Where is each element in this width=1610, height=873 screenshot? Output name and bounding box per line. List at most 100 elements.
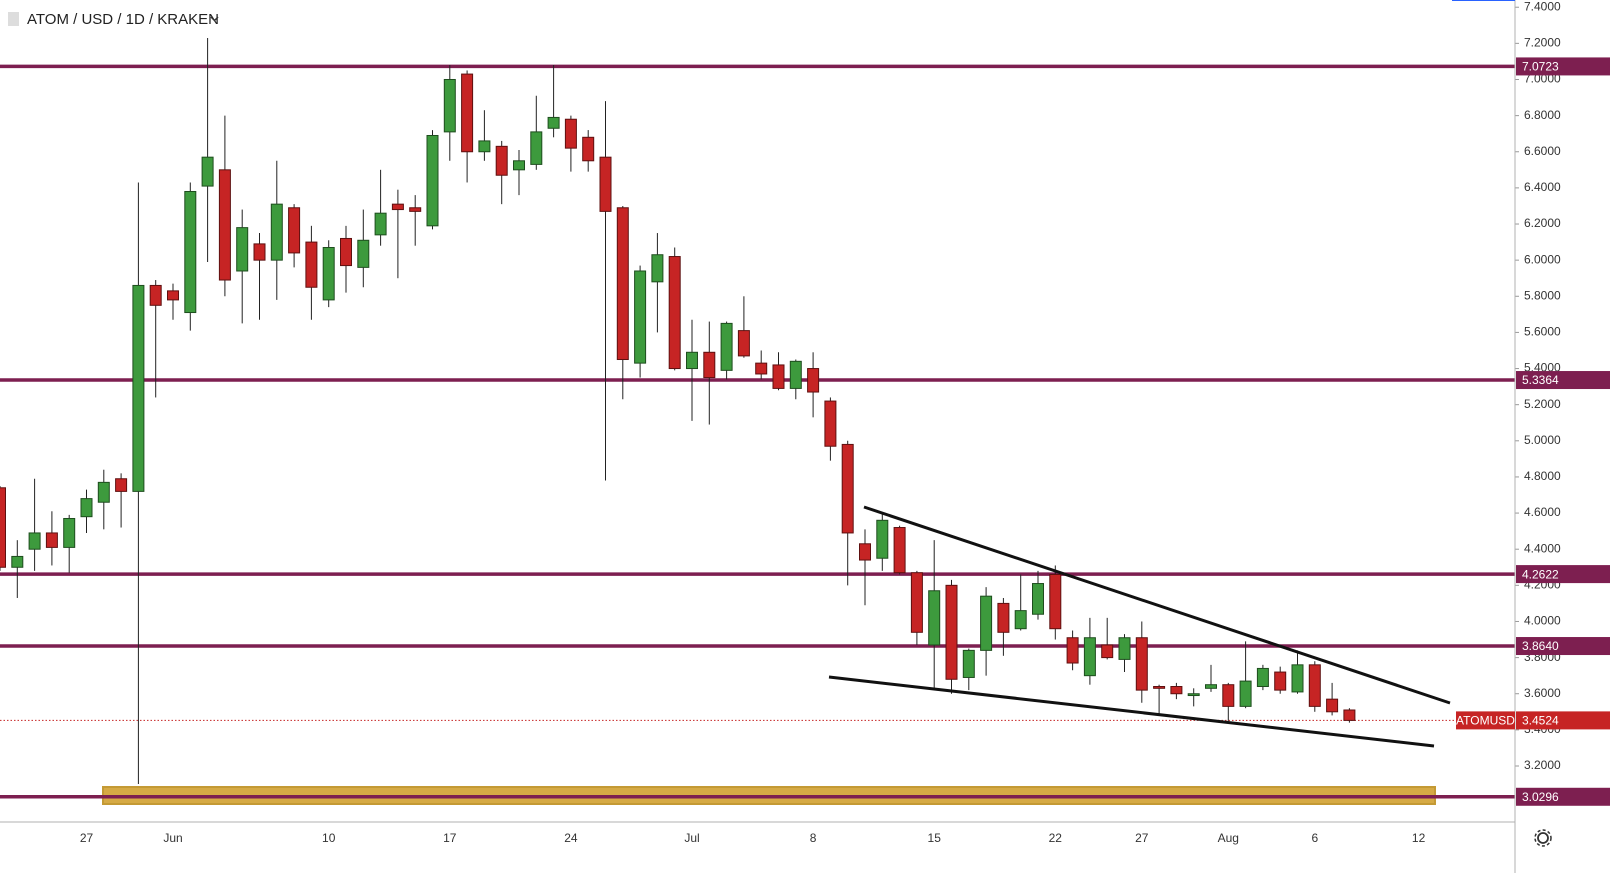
candle-body	[841, 443, 854, 534]
x-tick-label: 15	[928, 831, 942, 845]
candle-body	[1170, 686, 1183, 695]
candle-body	[1222, 684, 1235, 707]
candle-body	[997, 602, 1010, 633]
x-tick-label: Aug	[1218, 831, 1239, 845]
level-tag	[1516, 787, 1610, 806]
level-label: 4.2622	[1522, 567, 1559, 581]
candle-body	[63, 517, 76, 548]
candle-body	[1291, 664, 1304, 693]
candle-body	[1274, 671, 1287, 691]
candle-body	[1187, 693, 1200, 697]
x-tick-label: 22	[1049, 831, 1063, 845]
candle-body	[1256, 667, 1269, 688]
candle-body	[582, 136, 595, 162]
x-tick-label: 27	[80, 831, 94, 845]
candle-body	[495, 145, 508, 176]
candle-body	[1032, 583, 1044, 615]
candle-body	[340, 237, 352, 267]
level-label: 3.8640	[1522, 639, 1559, 653]
candle-body	[1308, 664, 1321, 707]
candle-body	[1153, 686, 1166, 689]
candle-body	[97, 481, 110, 503]
candles	[0, 37, 1356, 785]
candle-body	[859, 543, 871, 561]
y-tick-label: 5.2000	[1524, 397, 1561, 411]
level-label: 5.3364	[1522, 373, 1559, 387]
candle-body	[443, 78, 456, 133]
level-label: 3.0296	[1522, 790, 1559, 804]
y-tick-label: 4.0000	[1524, 614, 1561, 628]
candle-body	[772, 364, 785, 389]
trendline-upper	[863, 505, 1451, 705]
candle-body	[1118, 637, 1131, 660]
candle-body	[1326, 698, 1339, 713]
candle-body	[1343, 709, 1356, 721]
candle-body	[686, 351, 698, 370]
candle-body	[789, 360, 802, 389]
candle-body	[910, 572, 923, 633]
candle-body	[755, 362, 768, 375]
y-tick-label: 6.0000	[1524, 252, 1561, 266]
y-tick-label: 6.4000	[1524, 180, 1561, 194]
x-tick-label: 10	[322, 831, 336, 845]
candle-body	[80, 498, 93, 518]
axis-labels: 3.20003.40003.60003.80004.00004.20004.40…	[80, 0, 1610, 845]
y-tick-label: 7.4000	[1524, 0, 1561, 13]
candle-body	[201, 156, 214, 187]
y-tick-label: 6.8000	[1524, 108, 1561, 122]
candle-body	[737, 330, 750, 357]
candle-body	[236, 227, 249, 272]
candle-body	[703, 351, 716, 379]
candle-body	[132, 284, 145, 492]
level-tag	[1516, 57, 1610, 76]
last-price-name-tag	[1456, 711, 1515, 730]
candle-body	[1066, 637, 1079, 664]
candle-body	[322, 247, 335, 301]
candle-body	[1014, 610, 1027, 630]
x-tick-label: Jun	[163, 831, 182, 845]
candle-body	[0, 487, 6, 568]
candle-body	[1083, 637, 1096, 677]
price-axis-layer	[1515, 6, 1519, 767]
candle-body	[11, 555, 24, 568]
y-tick-label: 6.2000	[1524, 216, 1561, 230]
settings-icon[interactable]	[1534, 829, 1552, 847]
candle-body	[270, 203, 283, 261]
level-tag	[1516, 637, 1610, 656]
x-tick-label: Jul	[684, 831, 699, 845]
dropdown-chevron[interactable]	[210, 16, 219, 22]
candle-body	[530, 131, 543, 165]
candle-body	[928, 590, 941, 646]
candle-body	[218, 169, 231, 281]
candle-body	[980, 595, 993, 651]
candle-body	[288, 207, 301, 254]
candle-body	[616, 207, 629, 361]
candle-body	[478, 140, 491, 153]
candle-body	[564, 118, 577, 149]
candle-body	[115, 478, 128, 492]
candle-body	[28, 532, 41, 550]
level-tag	[1516, 565, 1610, 584]
x-tick-label: 8	[810, 831, 817, 845]
candle-body	[1049, 573, 1062, 630]
candle-body	[391, 203, 404, 211]
x-tick-label: 27	[1135, 831, 1149, 845]
candle-body	[876, 519, 889, 559]
level-tag	[1516, 371, 1610, 390]
candle-body	[305, 241, 318, 288]
symbol-icon	[8, 12, 19, 26]
candle-body	[720, 322, 733, 371]
candle-body	[409, 207, 422, 212]
candle-body	[547, 116, 560, 129]
candle-body	[893, 527, 906, 574]
chart-title[interactable]: ATOM / USD / 1D / KRAKEN	[27, 11, 219, 28]
candle-body	[824, 400, 837, 447]
candle-body	[374, 212, 387, 236]
candle-body	[1239, 680, 1252, 707]
x-tick-label: 12	[1412, 831, 1426, 845]
candle-body	[599, 156, 612, 212]
candle-body	[668, 256, 681, 370]
candle-body	[461, 73, 474, 153]
candle-body	[1205, 684, 1217, 689]
y-tick-label: 6.6000	[1524, 144, 1561, 158]
